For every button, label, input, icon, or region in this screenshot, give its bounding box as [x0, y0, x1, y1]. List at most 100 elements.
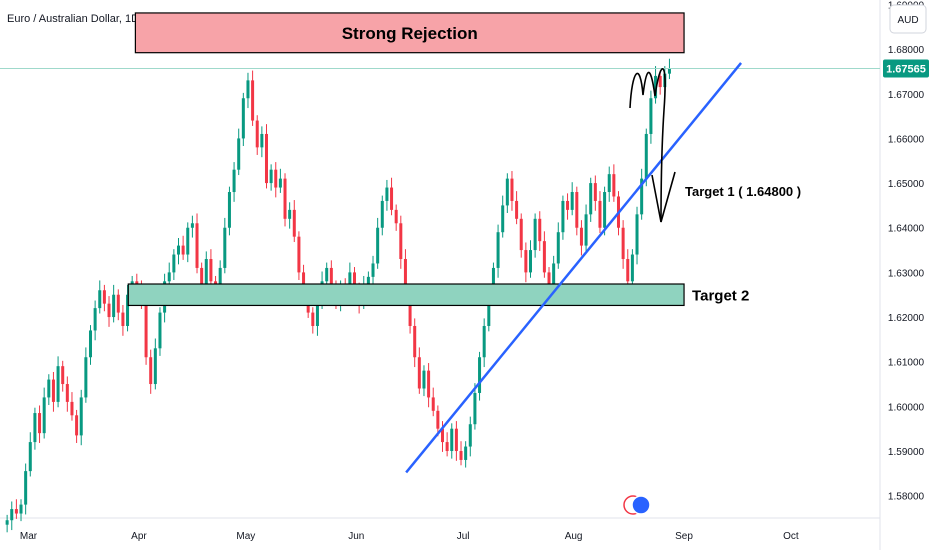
candle-body — [47, 379, 51, 398]
candle-body — [167, 272, 171, 282]
trendline[interactable] — [405, 62, 743, 474]
time-axis[interactable]: Mar Apr May Jun Jul Aug Sep Oct — [20, 531, 799, 542]
candle-body — [116, 294, 120, 313]
candle — [454, 421, 458, 461]
candle — [542, 231, 546, 278]
candle — [84, 347, 88, 403]
candle — [566, 193, 570, 220]
price-axis[interactable]: 1.690001.680001.670001.660001.650001.640… — [883, 0, 929, 503]
rejection-zone[interactable] — [134, 12, 685, 54]
candle-body — [394, 209, 398, 224]
candle-body — [227, 192, 231, 228]
candle-body — [542, 241, 546, 273]
rejection-path-arrow — [629, 68, 666, 223]
candle-body — [200, 267, 204, 286]
candle-body — [644, 133, 648, 179]
candle — [158, 307, 162, 356]
tradingview-event-icon[interactable] — [623, 495, 651, 515]
candle — [538, 211, 542, 251]
target2-label: Target 2 — [692, 288, 749, 305]
candle — [232, 162, 236, 202]
candle — [579, 220, 583, 256]
candle — [195, 213, 199, 274]
candle — [390, 177, 394, 216]
candle-body — [5, 520, 9, 525]
candle — [181, 235, 185, 260]
candle — [431, 387, 435, 417]
candle-body — [209, 259, 213, 282]
candle-body — [566, 200, 570, 210]
candle — [644, 128, 648, 187]
candle-body — [278, 178, 282, 188]
candle-body — [241, 98, 245, 139]
candle-body — [176, 245, 180, 255]
candle — [311, 307, 315, 334]
candle-body — [237, 138, 241, 170]
candle — [292, 200, 296, 243]
candle — [24, 463, 28, 515]
candle-body — [482, 325, 486, 358]
candle-body — [325, 267, 329, 282]
candle-body — [649, 98, 653, 134]
candle-body — [552, 263, 556, 291]
candle-body — [575, 192, 579, 228]
candle-body — [598, 200, 602, 228]
time-tick-label: Jul — [457, 531, 470, 542]
candle — [515, 191, 519, 225]
candle-body — [431, 397, 435, 411]
price-tick-label: 1.58000 — [888, 492, 925, 503]
candle — [635, 206, 639, 265]
candle — [607, 166, 611, 202]
candle-body — [626, 259, 630, 282]
currency-button[interactable] — [889, 4, 927, 34]
candle — [10, 501, 14, 531]
candle-body — [28, 442, 32, 472]
candle-body — [274, 169, 278, 188]
candle-body — [459, 451, 463, 460]
candle — [38, 405, 42, 443]
price-tick-label: 1.66000 — [888, 134, 925, 145]
candle — [413, 318, 417, 368]
candle — [612, 164, 616, 202]
candle — [260, 126, 264, 158]
candle — [126, 284, 130, 332]
candle — [630, 249, 634, 289]
time-tick-label: May — [236, 531, 255, 542]
candle-body — [112, 294, 116, 318]
rejection-label: Strong Rejection — [342, 24, 478, 43]
candle-body — [556, 232, 560, 264]
candle-body — [102, 290, 106, 304]
candle-body — [283, 178, 287, 219]
candle-body — [491, 267, 495, 295]
last-price-label: 1.67565 — [886, 64, 926, 76]
candle — [75, 409, 79, 443]
candle — [186, 222, 190, 263]
candle-body — [436, 410, 440, 429]
candle — [116, 289, 120, 321]
arrow-head — [651, 171, 676, 223]
candle — [167, 262, 171, 287]
price-tick-label: 1.60000 — [888, 402, 925, 413]
candle — [19, 499, 23, 522]
candle — [589, 177, 593, 222]
support-zone[interactable] — [127, 283, 685, 307]
candle-body — [121, 312, 125, 326]
candle-body — [408, 290, 412, 326]
candle — [51, 371, 55, 412]
candle-body — [190, 223, 194, 228]
candle-body — [88, 330, 92, 358]
candle — [241, 92, 245, 147]
candle — [255, 115, 259, 155]
candle-body — [186, 227, 190, 255]
candle — [556, 222, 560, 269]
candle — [394, 204, 398, 231]
candle — [427, 363, 431, 408]
candle — [385, 179, 389, 211]
candle — [450, 423, 454, 459]
candle-body — [487, 294, 491, 326]
candle-body — [561, 200, 565, 233]
candle-body — [144, 303, 148, 358]
candle-body — [42, 397, 46, 434]
candle-body — [246, 80, 250, 99]
